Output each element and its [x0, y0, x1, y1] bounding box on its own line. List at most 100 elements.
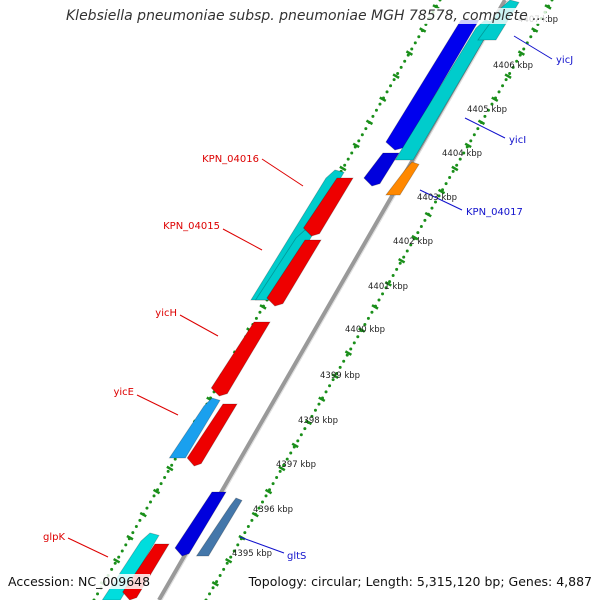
inner-dot	[515, 59, 519, 63]
gene-feature-far-right	[195, 497, 243, 557]
outer-dash	[259, 304, 267, 310]
inner-dot	[282, 463, 286, 467]
inner-dot	[405, 249, 409, 253]
inner-dash	[424, 211, 432, 218]
inner-dot	[299, 433, 303, 437]
inner-dot	[395, 267, 399, 271]
inner-dot	[366, 316, 370, 320]
outer-dash	[365, 119, 374, 126]
scale-label: 4398 kbp	[298, 416, 338, 426]
inner-dash	[225, 557, 233, 564]
outer-dot	[410, 47, 414, 51]
scale-label: 4399 kbp	[320, 371, 360, 381]
inner-dash	[531, 27, 539, 33]
gene-label-left: yicE	[113, 387, 134, 398]
topology-text: Topology: circular; Length: 5,315,120 bp…	[248, 574, 592, 589]
scale-label: 4395 kbp	[232, 549, 272, 559]
outer-dot	[399, 65, 403, 69]
label-connector	[239, 536, 285, 554]
inner-dot	[444, 182, 448, 186]
outer-dot	[152, 494, 156, 498]
outer-dot	[406, 53, 410, 57]
inner-dash	[451, 165, 459, 172]
inner-dot	[236, 543, 240, 547]
inner-dot	[529, 35, 533, 39]
outer-dot	[258, 310, 262, 314]
inner-dot	[250, 518, 254, 522]
label-connector	[222, 228, 263, 251]
inner-dot	[264, 494, 268, 498]
inner-dash	[331, 373, 339, 379]
outer-dot	[396, 71, 400, 75]
inner-dot	[225, 561, 229, 565]
inner-dot	[497, 90, 501, 94]
inner-dot	[483, 114, 487, 118]
label-connector	[179, 314, 219, 337]
outer-dash	[139, 511, 147, 518]
inner-dot	[356, 335, 360, 339]
outer-dot	[124, 543, 128, 547]
inner-dot	[476, 127, 480, 131]
gene-label-left: yicH	[155, 308, 177, 319]
inner-dash	[544, 4, 552, 10]
inner-dot	[472, 133, 476, 137]
inner-dot	[222, 567, 226, 571]
scale-label: 4402 kbp	[393, 237, 433, 247]
inner-dash	[517, 50, 526, 56]
inner-dot	[349, 347, 353, 351]
scale-label: 4406 kbp	[493, 61, 533, 71]
accession-text: Accession: NC_009648	[8, 574, 151, 589]
gene-feature-near-right	[363, 152, 400, 187]
inner-dot	[296, 439, 300, 443]
inner-dash	[437, 188, 446, 195]
outer-dot	[371, 114, 375, 118]
inner-dash	[464, 142, 472, 149]
inner-dash	[504, 73, 512, 79]
outer-dash	[113, 557, 121, 564]
gene-label-right: yicI	[509, 135, 526, 146]
label-connector	[136, 394, 179, 416]
outer-dash	[152, 488, 161, 495]
outer-dot	[343, 163, 347, 167]
inner-dot	[469, 139, 473, 143]
scale-label: 4401 kbp	[368, 282, 408, 292]
gene-feature-near-left	[210, 321, 271, 397]
outer-dot	[403, 59, 407, 63]
inner-dot	[377, 298, 381, 302]
outer-dot	[438, 0, 442, 2]
outer-dash	[379, 96, 387, 103]
outer-dot	[159, 482, 163, 486]
inner-dot	[451, 169, 455, 173]
label-connectors	[67, 35, 553, 558]
inner-dot	[275, 476, 279, 480]
inner-dot	[511, 65, 515, 69]
outer-dot	[134, 525, 138, 529]
inner-dot	[550, 0, 554, 2]
inner-dash	[264, 488, 273, 495]
outer-dash	[405, 50, 414, 56]
outer-dot	[120, 549, 124, 553]
gene-label-right: yicJ	[556, 55, 573, 66]
inner-dot	[518, 53, 522, 57]
outer-dot	[166, 469, 170, 473]
inner-dot	[433, 200, 437, 204]
outer-dot	[346, 157, 350, 161]
inner-dash	[411, 234, 419, 241]
outer-dot	[138, 518, 142, 522]
outer-dot	[378, 102, 382, 106]
scale-label: 4400 kbp	[345, 325, 385, 335]
inner-dash	[371, 304, 379, 310]
label-connector	[261, 158, 304, 187]
gene-label-left: KPN_04016	[202, 154, 259, 165]
inner-dot	[229, 555, 233, 559]
gene-feature-near-left	[266, 239, 322, 307]
inner-dot	[391, 274, 395, 278]
inner-dot	[289, 451, 293, 455]
inner-dot	[211, 586, 215, 590]
inner-dot	[508, 71, 512, 75]
outer-dot	[145, 506, 149, 510]
inner-dot	[419, 225, 423, 229]
inner-dot	[285, 457, 289, 461]
outer-dot	[170, 463, 174, 467]
inner-dot	[462, 151, 466, 155]
